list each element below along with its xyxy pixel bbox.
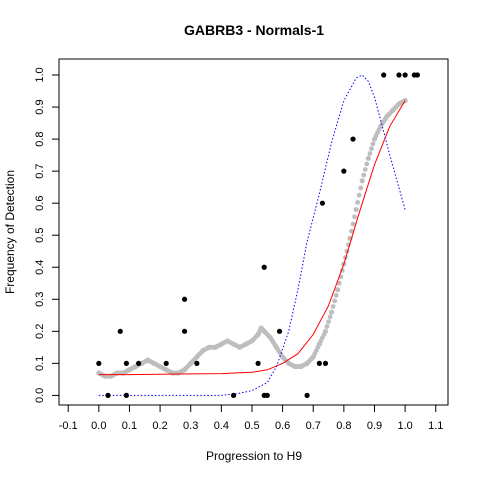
x-tick-label: 0.4 bbox=[214, 420, 229, 432]
x-tick-label: 0.1 bbox=[122, 420, 137, 432]
plot-frame bbox=[58, 58, 449, 406]
smoothed-point bbox=[353, 206, 359, 213]
smoothed-fill-point bbox=[362, 167, 368, 172]
observed-point bbox=[350, 136, 356, 142]
smoothed-point bbox=[335, 287, 341, 293]
observed-point bbox=[264, 392, 270, 398]
observed-point bbox=[123, 392, 129, 398]
y-tick-label: 0.2 bbox=[34, 324, 46, 339]
smoothed-fill-point bbox=[336, 280, 342, 286]
observed-point bbox=[181, 328, 188, 334]
smoothed-point bbox=[365, 155, 371, 161]
y-tick-label: 0.9 bbox=[34, 99, 46, 114]
observed-point bbox=[402, 72, 408, 78]
observed-point bbox=[341, 168, 347, 174]
smoothed-fill-point bbox=[364, 161, 370, 167]
x-tick-label: 0.8 bbox=[336, 420, 351, 432]
y-tick-label: 1.0 bbox=[34, 67, 46, 82]
x-tick-label: 1.0 bbox=[397, 420, 412, 432]
x-axis: -0.1 0.0 0.1 0.2 0.3 0.4 0.5 0.6 0.7 0.8 0.9 1.0 1.1 bbox=[59, 405, 443, 432]
x-tick-label: 0.6 bbox=[275, 420, 290, 432]
observed-point bbox=[276, 328, 283, 334]
observed-point bbox=[381, 72, 387, 78]
smoothed-fill-point bbox=[358, 185, 364, 191]
smoothed-point bbox=[359, 178, 365, 184]
y-tick-label: 0.8 bbox=[34, 131, 46, 146]
observed-point bbox=[136, 360, 142, 366]
x-axis-label: Progression to H9 bbox=[206, 449, 302, 463]
x-tick-label: 0.5 bbox=[244, 420, 259, 432]
y-tick-label: 0.3 bbox=[34, 292, 46, 307]
smoothed-fill-point bbox=[327, 314, 333, 320]
smoothed-fill-point bbox=[332, 298, 338, 304]
observed-point bbox=[255, 360, 261, 366]
smoothed-fill-point bbox=[369, 146, 374, 152]
observed-point bbox=[304, 392, 310, 398]
smoothed-fill-point bbox=[367, 151, 373, 156]
smoothed-fill-point bbox=[326, 319, 331, 325]
observed-point bbox=[181, 296, 188, 302]
x-tick-label: 0.9 bbox=[367, 420, 382, 432]
y-axis: 0.0 0.1 0.2 0.3 0.4 0.5 0.6 0.7 0.8 0.9 1.0 bbox=[34, 67, 59, 403]
smoothed-fill-point bbox=[330, 304, 336, 309]
smoothed-fill-point bbox=[350, 221, 356, 227]
y-tick-label: 0.6 bbox=[34, 196, 46, 211]
observed-point bbox=[194, 360, 200, 366]
smoothed-fill-point bbox=[356, 192, 362, 198]
observed-point bbox=[123, 360, 129, 366]
x-tick-label: 0.2 bbox=[152, 420, 167, 432]
smoothed-fill-point bbox=[333, 292, 339, 298]
observed-point bbox=[230, 392, 237, 398]
observed-point bbox=[396, 72, 402, 78]
y-tick-label: 0.1 bbox=[34, 356, 46, 371]
smoothed-fill-point bbox=[349, 228, 354, 234]
fitted-curve bbox=[98, 100, 406, 376]
smoothed-point bbox=[322, 328, 329, 334]
smoothed-fill-point bbox=[361, 172, 367, 178]
x-tick-label: 1.1 bbox=[428, 420, 443, 432]
smoothed-fill-point bbox=[370, 141, 376, 147]
smoothed-point bbox=[329, 309, 335, 315]
smoothed-fill-point bbox=[324, 324, 330, 329]
observed-point bbox=[261, 264, 267, 270]
observed-point bbox=[414, 72, 420, 78]
observed-point bbox=[322, 360, 329, 366]
observed-point bbox=[316, 360, 322, 366]
chart-title: GABRB3 - Normals-1 bbox=[184, 22, 324, 38]
series-layer bbox=[96, 72, 420, 398]
observed-point bbox=[163, 360, 169, 366]
observed-point bbox=[105, 392, 111, 398]
x-tick-label: 0.3 bbox=[183, 420, 198, 432]
x-tick-label: 0.0 bbox=[91, 420, 106, 432]
y-axis-label: Frequency of Detection bbox=[3, 170, 17, 294]
y-tick-label: 0.4 bbox=[34, 260, 46, 275]
x-tick-label: -0.1 bbox=[59, 420, 78, 432]
observed-point bbox=[319, 200, 326, 206]
x-tick-label: 0.7 bbox=[306, 420, 321, 432]
observed-point bbox=[117, 328, 123, 334]
smoothed-fill-point bbox=[355, 199, 361, 205]
smoothed-fill-point bbox=[352, 214, 357, 220]
y-tick-label: 0.0 bbox=[34, 388, 46, 403]
observed-point bbox=[96, 360, 102, 366]
y-tick-label: 0.7 bbox=[34, 163, 46, 178]
y-tick-label: 0.5 bbox=[34, 228, 46, 243]
